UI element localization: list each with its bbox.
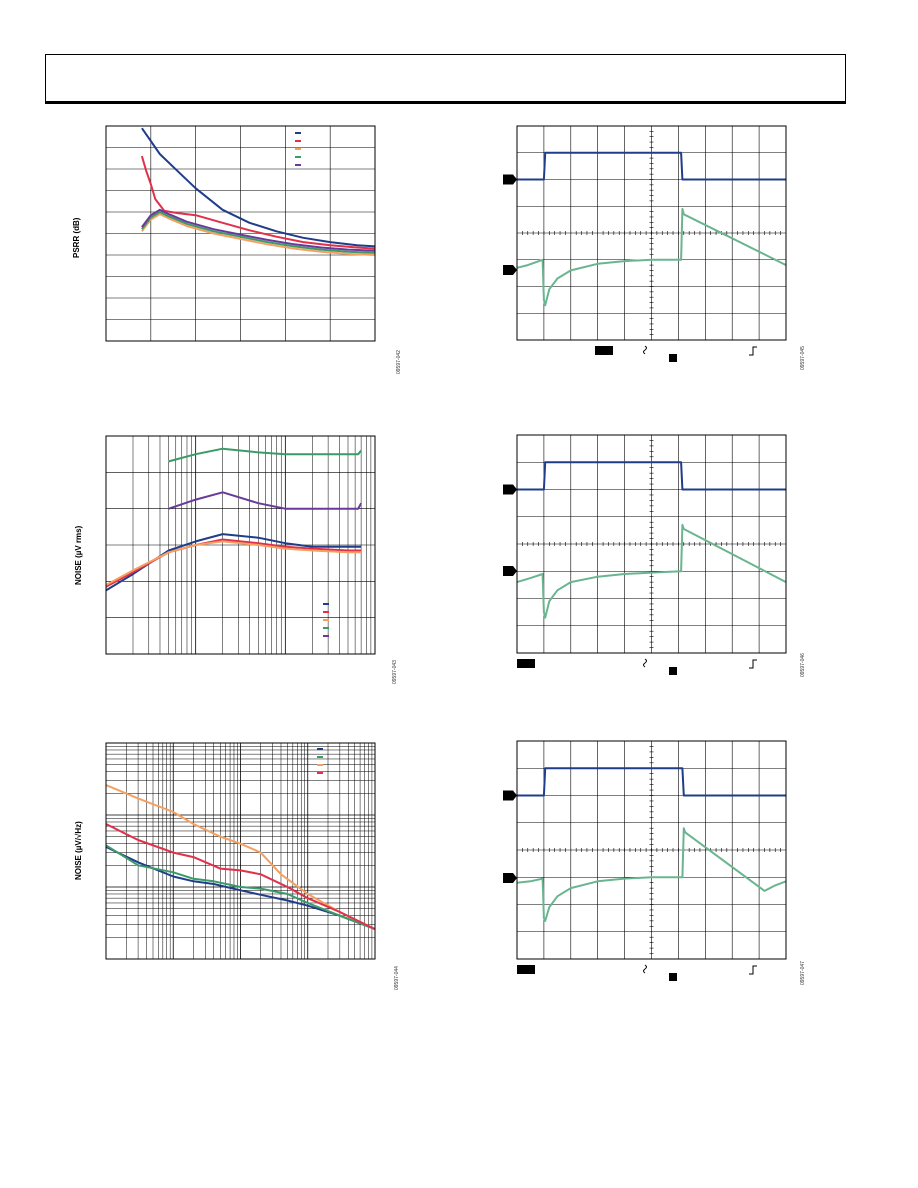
scope-status-block-icon <box>517 659 535 668</box>
scope-trigger-box-icon <box>669 667 677 675</box>
series-line-psrr-1 <box>141 127 376 248</box>
series-line-psrr-4 <box>141 211 376 254</box>
grid-noise-density <box>106 743 375 959</box>
series-line-scope-2-1 <box>517 461 786 491</box>
figure-number-scope-3: 09597-047 <box>800 961 806 985</box>
channel-2-marker-icon <box>503 873 517 883</box>
plot-frame-noise-rms <box>105 435 376 655</box>
channel-2-marker-icon <box>503 265 517 275</box>
scope-status-block-icon <box>595 346 613 355</box>
grid-noise-rms <box>106 436 375 654</box>
series-line-psrr-3 <box>141 213 376 256</box>
plot-frame-scope-3 <box>516 740 787 960</box>
channel-1-marker-icon <box>503 174 517 185</box>
series-line-noise-density-4 <box>105 823 376 930</box>
scope-coupling-icon <box>643 345 647 355</box>
scope-trigger-edge-icon <box>749 346 757 356</box>
plot-frame-psrr <box>105 125 376 342</box>
series-line-noise-density-1 <box>105 845 376 931</box>
series-line-scope-3-1 <box>517 767 786 797</box>
plot-frame-noise-density <box>105 742 376 960</box>
series-line-noise-rms-5 <box>168 491 362 510</box>
scope-ticks-scope-1 <box>522 131 781 335</box>
plot-frame-scope-2 <box>516 434 787 654</box>
series-line-scope-1-1 <box>517 151 786 181</box>
plot-frame-scope-1 <box>516 125 787 341</box>
scope-trigger-edge-icon <box>749 659 757 669</box>
series-line-noise-density-2 <box>105 844 376 931</box>
scope-coupling-icon <box>643 964 647 974</box>
scope-trigger-box-icon <box>669 354 677 362</box>
scope-coupling-icon <box>643 658 647 668</box>
page-header-rule <box>45 101 846 104</box>
series-line-scope-1-2 <box>516 207 787 307</box>
series-line-scope-2-2 <box>516 523 787 619</box>
series-line-scope-3-2 <box>516 827 787 922</box>
channel-1-marker-icon <box>503 790 517 801</box>
series-line-noise-rms-4 <box>168 447 362 463</box>
channel-1-marker-icon <box>503 484 517 495</box>
series-line-psrr-5 <box>141 208 376 252</box>
scope-trigger-edge-icon <box>749 965 757 975</box>
scope-status-block-icon <box>517 965 535 974</box>
series-line-noise-rms-3 <box>105 540 362 586</box>
series-line-psrr-2 <box>140 155 376 250</box>
scope-ticks-scope-3 <box>522 746 781 954</box>
series-line-noise-density-3 <box>105 784 376 930</box>
scope-trigger-box-icon <box>669 973 677 981</box>
channel-2-marker-icon <box>503 566 517 576</box>
